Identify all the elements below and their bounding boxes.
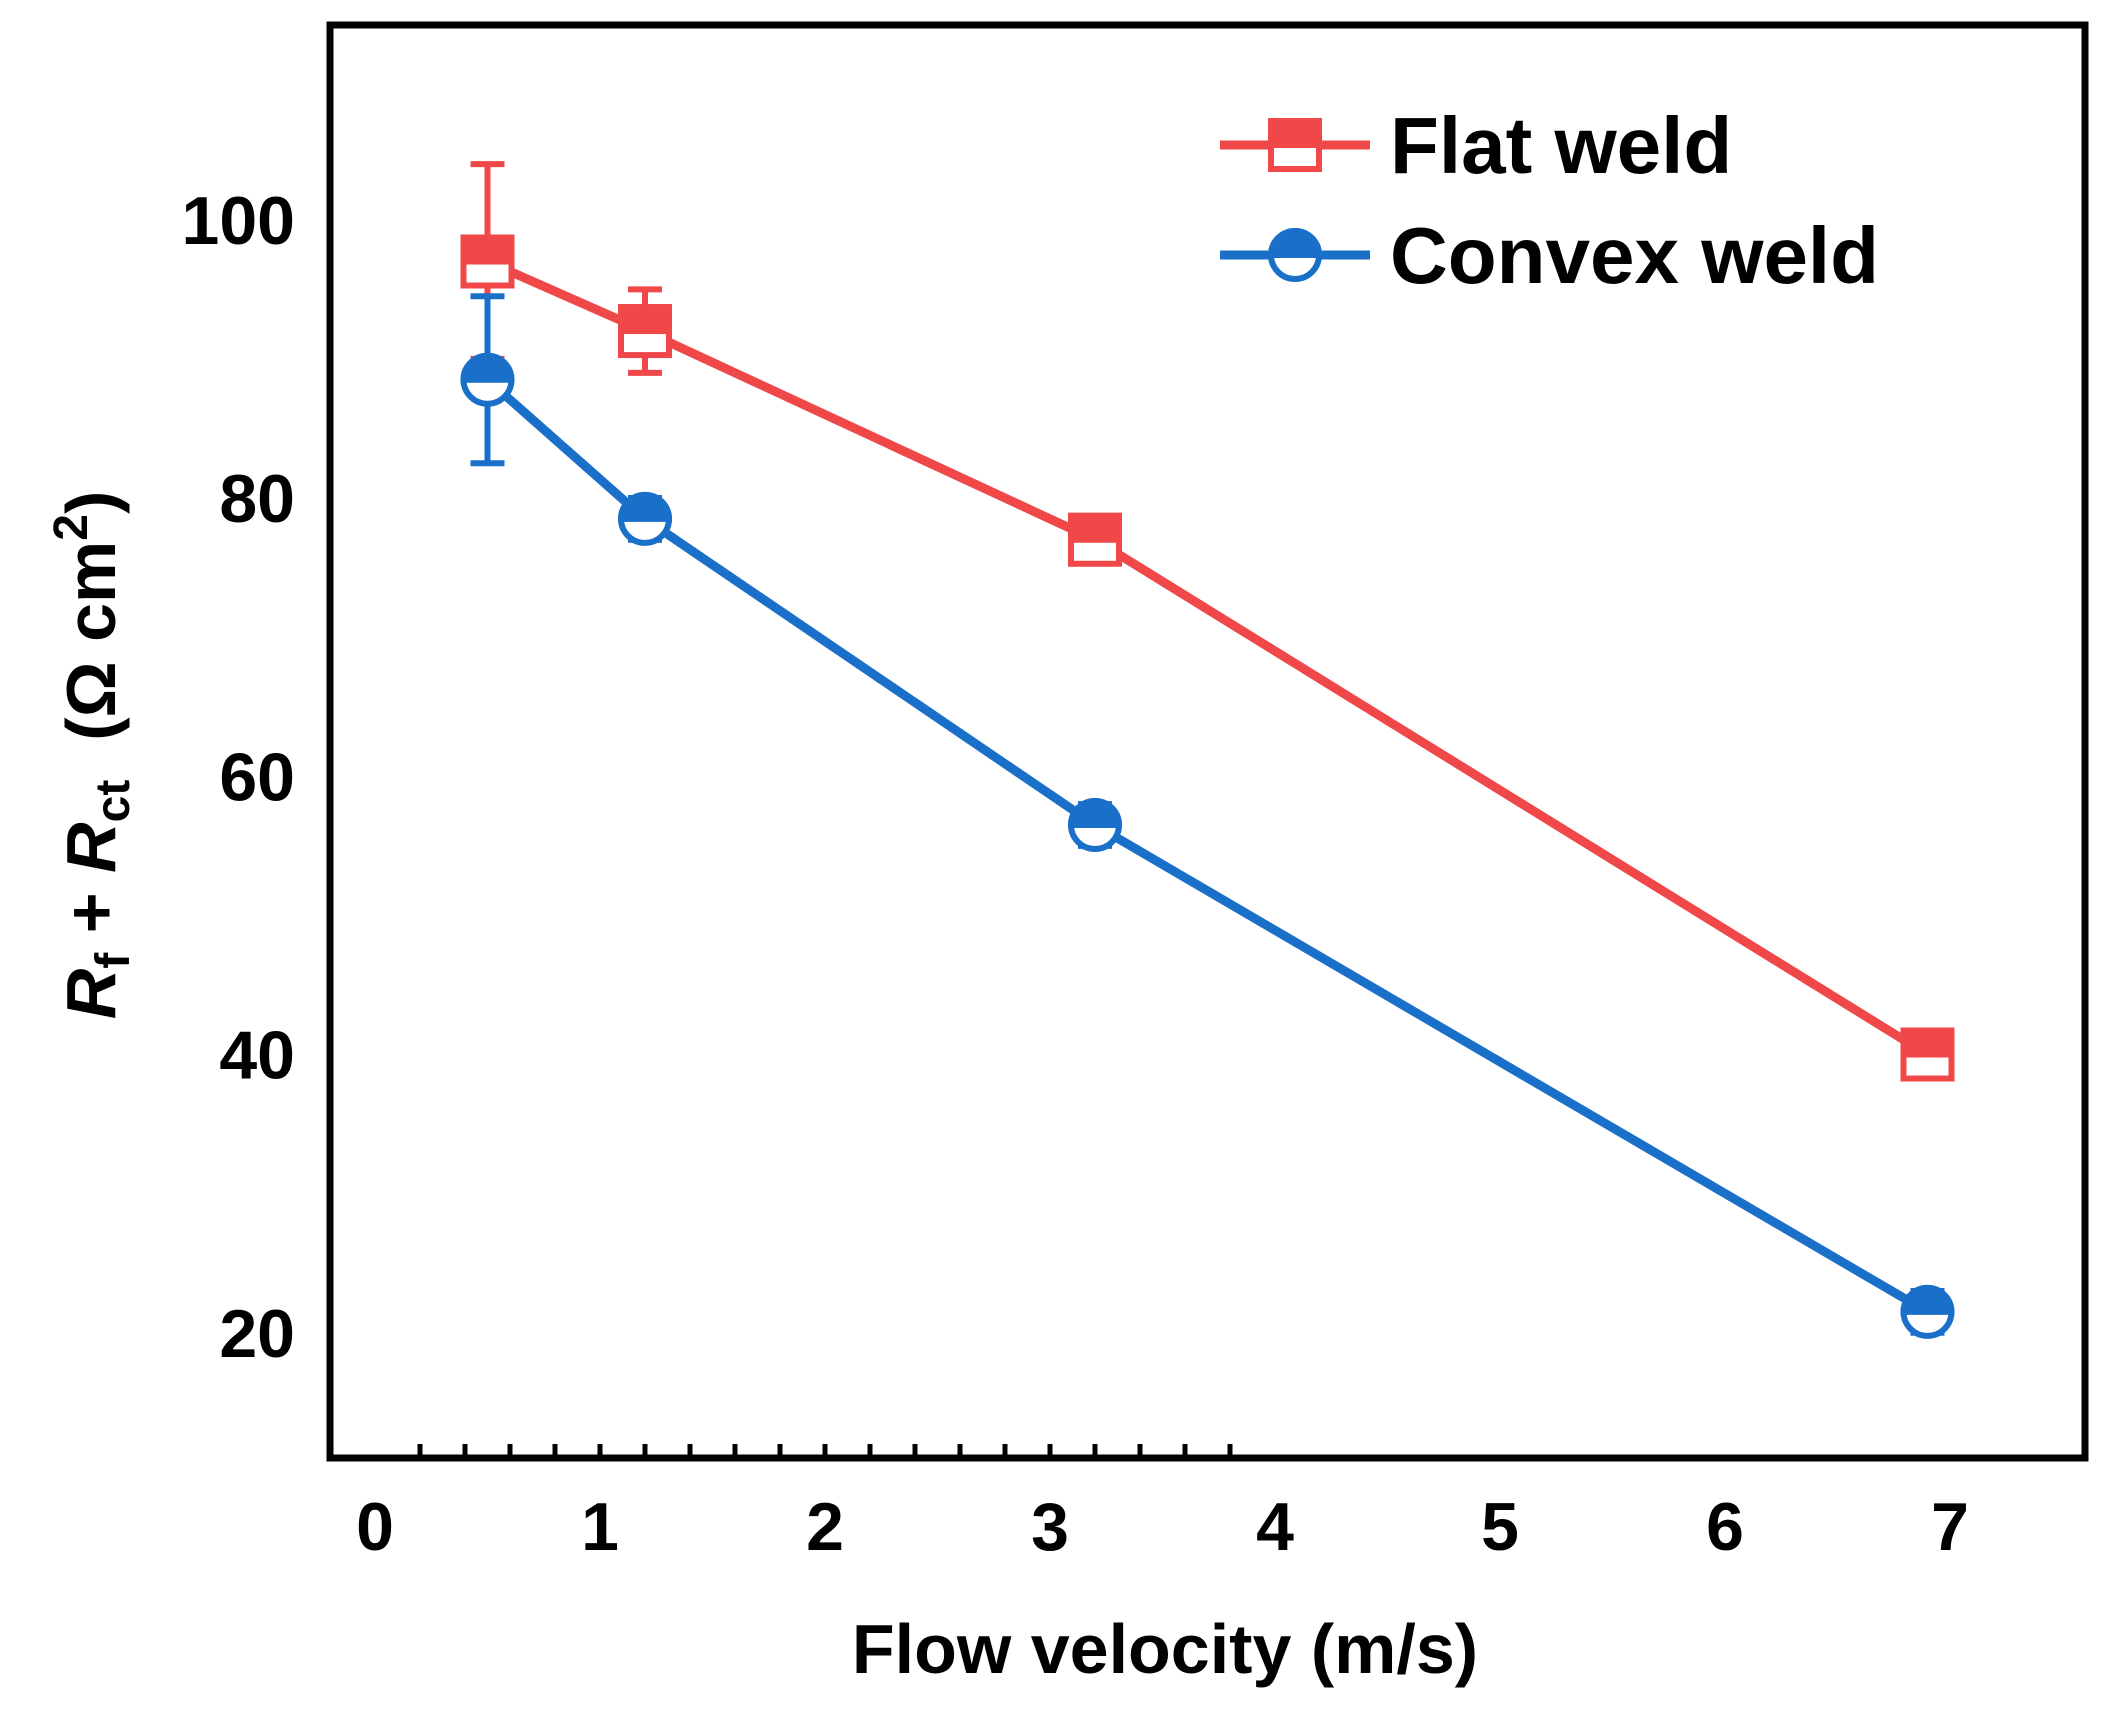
data-point: [1067, 797, 1123, 852]
data-point: [1068, 512, 1122, 567]
legend-item: Flat weld: [1220, 101, 1732, 190]
data-point: [460, 352, 515, 407]
series-line: [484, 376, 1930, 1316]
marker-fill: [1268, 118, 1322, 148]
y-tick-label: 40: [219, 1018, 295, 1094]
legend-label: Flat weld: [1390, 101, 1732, 190]
x-axis-title: Flow velocity (m/s): [852, 1610, 1478, 1688]
y-tick-label: 80: [219, 461, 295, 537]
series-layer: [460, 161, 1955, 1339]
x-tick-label: 7: [1931, 1489, 1969, 1565]
x-tick-label: 6: [1706, 1489, 1744, 1565]
x-tick-label: 1: [581, 1489, 619, 1565]
plot-frame: [326, 21, 2089, 1462]
marker-fill: [1900, 1285, 1955, 1315]
data-point: [460, 234, 515, 289]
y-tick-labels: 20 40 60 80 100: [182, 183, 295, 1372]
series-convex-weld: [460, 293, 1955, 1339]
y-axis-r1-sub: f: [87, 952, 140, 969]
x-tick-label: 2: [806, 1489, 844, 1565]
x-tick-label: 0: [356, 1489, 394, 1565]
legend-marker: [1267, 228, 1323, 282]
legend: Flat weld Convex weld: [1220, 101, 1879, 300]
legend-label: Convex weld: [1390, 211, 1879, 300]
y-tick-label: 20: [219, 1296, 295, 1372]
y-axis-r1: R: [52, 968, 130, 1019]
marker-fill: [460, 352, 515, 383]
y-tick-label: 60: [219, 739, 295, 815]
y-axis-unit-close: ): [52, 491, 130, 514]
x-tick-label: 4: [1256, 1489, 1294, 1565]
marker-fill: [617, 491, 673, 522]
minor-ticks: [417, 1444, 1233, 1458]
data-point: [617, 491, 673, 546]
y-axis-unit-sup: 2: [45, 514, 98, 541]
legend-marker: [1268, 118, 1322, 172]
marker-fill: [460, 234, 515, 265]
marker-fill: [1900, 1027, 1955, 1058]
data-point: [1900, 1284, 1955, 1339]
y-axis-r2-sub: ct: [87, 780, 140, 823]
marker-fill: [618, 304, 672, 335]
series-flat-weld: [460, 161, 1955, 1082]
x-tick-labels: 0 1 2 3 4 5 6 7: [356, 1489, 1969, 1565]
legend-item: Convex weld: [1220, 211, 1879, 300]
y-axis-title: Rf + Rct (Ω cm2): [45, 491, 140, 1020]
y-axis-plus: +: [52, 873, 130, 953]
data-point: [618, 304, 672, 359]
x-tick-label: 5: [1481, 1489, 1519, 1565]
series-line: [485, 257, 1930, 1059]
y-axis-r2: R: [52, 822, 130, 873]
y-axis-unit-open: (Ω cm: [52, 541, 130, 780]
marker-fill: [1068, 512, 1122, 543]
marker-fill: [1267, 228, 1323, 258]
data-point: [1900, 1027, 1955, 1082]
marker-fill: [1067, 798, 1123, 828]
y-tick-label: 100: [182, 183, 295, 259]
x-tick-label: 3: [1031, 1489, 1069, 1565]
